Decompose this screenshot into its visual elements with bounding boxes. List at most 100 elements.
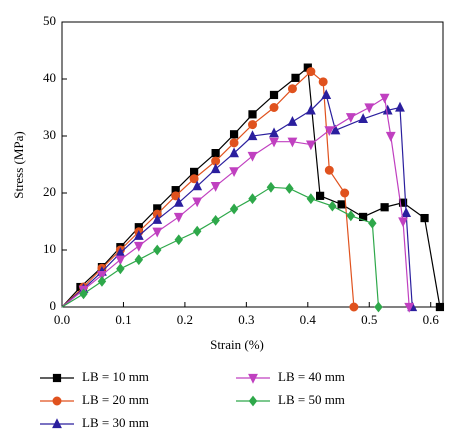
y-tick-label: 40 [43, 70, 56, 85]
x-tick-label: 0.6 [423, 312, 440, 327]
data-point [174, 234, 183, 246]
y-axis-label: Stress (MPa) [11, 131, 26, 199]
data-point [210, 182, 221, 192]
y-tick-label: 30 [43, 127, 56, 142]
legend-marker [248, 395, 258, 407]
data-point [173, 212, 184, 223]
data-point [115, 255, 126, 266]
data-point [153, 244, 162, 256]
data-point [435, 302, 445, 312]
data-point [324, 165, 334, 175]
data-point [248, 110, 257, 119]
y-tick-label: 0 [50, 298, 57, 313]
x-tick-label: 0.2 [177, 312, 193, 327]
y-tick-label: 10 [43, 241, 56, 256]
data-point [79, 288, 88, 300]
data-point [324, 126, 335, 137]
data-point [337, 200, 346, 209]
legend-marker [52, 418, 62, 429]
x-tick-label: 0.3 [238, 312, 254, 327]
data-point [152, 214, 163, 224]
x-tick-label: 0.5 [361, 312, 377, 327]
data-point [287, 84, 297, 94]
data-point [192, 225, 202, 237]
legend-marker [52, 373, 62, 383]
data-point [133, 241, 144, 252]
legend-marker [52, 396, 62, 406]
data-point [229, 167, 239, 178]
legend-marker [248, 373, 258, 384]
data-point [152, 227, 163, 238]
data-point [97, 275, 107, 287]
data-point [420, 213, 429, 223]
data-point [380, 203, 389, 212]
data-point [192, 197, 203, 208]
plot-frame [61, 21, 444, 308]
data-point [398, 217, 408, 228]
data-point [269, 90, 279, 100]
data-point [173, 196, 184, 207]
data-point [398, 198, 408, 207]
y-tick-label: 20 [43, 184, 56, 199]
x-tick-label: 0.0 [54, 312, 70, 327]
legend-label: LB = 20 mm [82, 392, 149, 407]
data-point [229, 203, 239, 215]
data-point [171, 191, 181, 201]
data-point [379, 93, 390, 104]
data-point [116, 263, 125, 275]
data-point [211, 214, 220, 226]
data-point [285, 183, 294, 194]
data-point [305, 140, 316, 151]
data-point [192, 180, 203, 191]
legend-label: LB = 30 mm [82, 415, 149, 430]
data-point [269, 127, 279, 138]
data-point [248, 120, 257, 130]
series-line [61, 96, 410, 308]
data-point [374, 301, 383, 313]
data-point [287, 116, 298, 126]
data-point [328, 200, 337, 212]
data-point [349, 302, 359, 312]
data-point [291, 73, 300, 82]
x-axis-label: Strain (%) [210, 337, 264, 352]
data-point [346, 210, 356, 222]
data-point [364, 103, 375, 114]
data-point [229, 147, 239, 158]
data-point [318, 77, 328, 87]
data-point [134, 254, 144, 266]
legend-label: LB = 50 mm [278, 392, 345, 407]
data-point [315, 191, 325, 200]
x-tick-label: 0.4 [300, 312, 317, 327]
data-point [211, 149, 220, 158]
data-point [395, 101, 405, 112]
data-point [345, 113, 356, 123]
data-point [358, 113, 369, 123]
data-point [269, 137, 279, 148]
legend-label: LB = 40 mm [278, 369, 345, 384]
data-point [321, 89, 332, 100]
data-point [97, 270, 107, 281]
data-point [306, 67, 316, 77]
data-point [133, 230, 144, 240]
data-point [287, 137, 298, 148]
data-point [229, 130, 239, 139]
data-point [401, 207, 412, 218]
data-point [266, 181, 276, 193]
series-line [61, 93, 413, 308]
series-line [61, 186, 380, 308]
legend-label: LB = 10 mm [82, 369, 149, 384]
data-point [330, 124, 341, 135]
data-point [247, 151, 258, 162]
y-tick-label: 50 [43, 13, 56, 28]
data-point [248, 193, 257, 205]
data-point [269, 103, 279, 112]
data-point [229, 138, 239, 148]
data-point [368, 217, 377, 229]
data-point [305, 104, 316, 115]
data-point [189, 174, 199, 184]
data-point [385, 131, 396, 142]
data-point [210, 163, 221, 174]
data-point [247, 130, 258, 141]
x-tick-label: 0.1 [115, 312, 131, 327]
data-point [404, 302, 415, 313]
